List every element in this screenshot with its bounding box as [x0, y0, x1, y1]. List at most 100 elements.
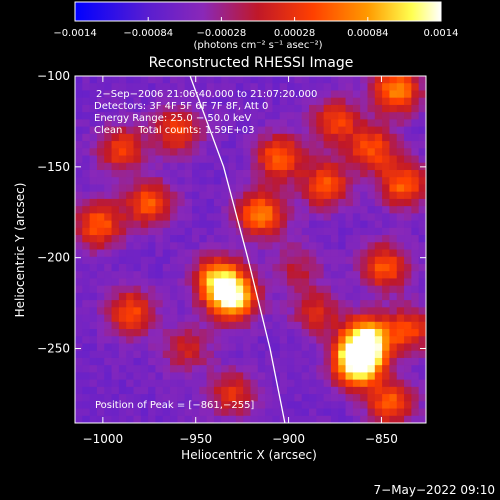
- heatmap-cell: [279, 191, 288, 200]
- heatmap-cell: [316, 235, 325, 243]
- heatmap-cell: [184, 249, 193, 258]
- heatmap-cell: [104, 365, 113, 373]
- heatmap-cell: [338, 372, 347, 381]
- heatmap-cell: [192, 177, 200, 186]
- heatmap-cell: [221, 155, 230, 164]
- heatmap-cell: [126, 90, 135, 99]
- heatmap-cell: [133, 148, 142, 157]
- heatmap-cell: [111, 329, 120, 337]
- heatmap-cell: [148, 177, 157, 186]
- heatmap-cell: [316, 184, 325, 193]
- heatmap-cell: [352, 83, 361, 92]
- heatmap-cell: [411, 357, 420, 366]
- heatmap-cell: [279, 112, 288, 120]
- heatmap-cell: [345, 271, 354, 280]
- heatmap-cell: [96, 133, 105, 142]
- heatmap-cell: [126, 177, 135, 186]
- heatmap-cell: [199, 133, 208, 142]
- heatmap-cell: [352, 321, 361, 330]
- heatmap-cell: [126, 141, 135, 149]
- heatmap-cell: [404, 76, 412, 84]
- heatmap-cell: [374, 285, 383, 294]
- heatmap-cell: [250, 97, 259, 106]
- heatmap-cell: [133, 321, 142, 330]
- annotation-time: 2−Sep−2006 21:06:40.000 to 21:07:20.000: [96, 89, 317, 100]
- heatmap-cell: [301, 148, 310, 157]
- heatmap-cell: [418, 314, 426, 323]
- heatmap-cell: [294, 401, 303, 410]
- heatmap-cell: [96, 104, 105, 113]
- heatmap-cell: [257, 372, 266, 381]
- heatmap-cell: [155, 242, 164, 251]
- heatmap-cell: [396, 386, 405, 395]
- heatmap-cell: [360, 256, 369, 265]
- heatmap-cell: [104, 307, 113, 316]
- heatmap-cell: [404, 343, 412, 352]
- heatmap-cell: [250, 300, 259, 308]
- heatmap-cell: [352, 227, 361, 236]
- heatmap-cell: [118, 169, 127, 178]
- heatmap-cell: [404, 155, 412, 164]
- heatmap-cell: [82, 227, 91, 236]
- heatmap-cell: [118, 300, 127, 308]
- heatmap-cell: [367, 357, 376, 366]
- heatmap-cell: [89, 76, 98, 84]
- heatmap-cell: [316, 379, 325, 388]
- heatmap-cell: [345, 90, 354, 99]
- heatmap-cell: [206, 177, 215, 186]
- heatmap-cell: [309, 249, 317, 258]
- heatmap-cell: [301, 415, 310, 423]
- heatmap-cell: [243, 372, 252, 381]
- heatmap-cell: [418, 415, 426, 423]
- heatmap-cell: [418, 343, 426, 352]
- heatmap-cell: [316, 271, 325, 280]
- heatmap-cell: [404, 249, 412, 258]
- heatmap-cell: [287, 206, 295, 214]
- heatmap-cell: [199, 76, 208, 84]
- heatmap-cell: [82, 394, 91, 402]
- heatmap-cell: [404, 278, 412, 287]
- heatmap-cell: [257, 126, 266, 135]
- heatmap-cell: [170, 408, 178, 417]
- heatmap-cell: [89, 220, 98, 229]
- heatmap-cell: [82, 97, 91, 106]
- heatmap-cell: [148, 336, 157, 345]
- heatmap-cell: [170, 235, 178, 243]
- heatmap-cell: [104, 415, 113, 423]
- colorbar-ticks: −0.0014 −0.00084 −0.00028 0.00028 0.00084 0.0…: [53, 17, 459, 39]
- heatmap-cell: [279, 256, 288, 265]
- heatmap-cell: [250, 249, 259, 258]
- heatmap-cell: [104, 206, 113, 214]
- heatmap-cell: [301, 133, 310, 142]
- heatmap-cell: [257, 394, 266, 402]
- heatmap-cell: [257, 357, 266, 366]
- heatmap-cell: [82, 357, 91, 366]
- heatmap-cell: [213, 343, 222, 352]
- heatmap-cell: [192, 162, 200, 171]
- heatmap-cell: [148, 408, 157, 417]
- heatmap-cell: [155, 97, 164, 106]
- heatmap-cell: [111, 263, 120, 272]
- heatmap-cell: [250, 307, 259, 316]
- heatmap-cell: [243, 271, 252, 280]
- heatmap-cell: [96, 112, 105, 120]
- heatmap-cell: [177, 343, 186, 352]
- heatmap-cell: [89, 343, 98, 352]
- heatmap-cell: [148, 119, 157, 128]
- heatmap-cell: [418, 126, 426, 135]
- heatmap-cell: [294, 278, 303, 287]
- heatmap-cell: [206, 372, 215, 381]
- heatmap-cell: [345, 249, 354, 258]
- heatmap-cell: [170, 379, 178, 388]
- heatmap-cell: [316, 90, 325, 99]
- heatmap-cell: [374, 307, 383, 316]
- heatmap-cell: [140, 104, 149, 113]
- heatmap-cell: [287, 213, 295, 222]
- heatmap-cell: [192, 213, 200, 222]
- heatmap-cell: [162, 372, 171, 381]
- heatmap-cell: [374, 184, 383, 193]
- heatmap-cell: [382, 242, 391, 251]
- heatmap-cell: [323, 408, 332, 417]
- heatmap-cell: [111, 155, 120, 164]
